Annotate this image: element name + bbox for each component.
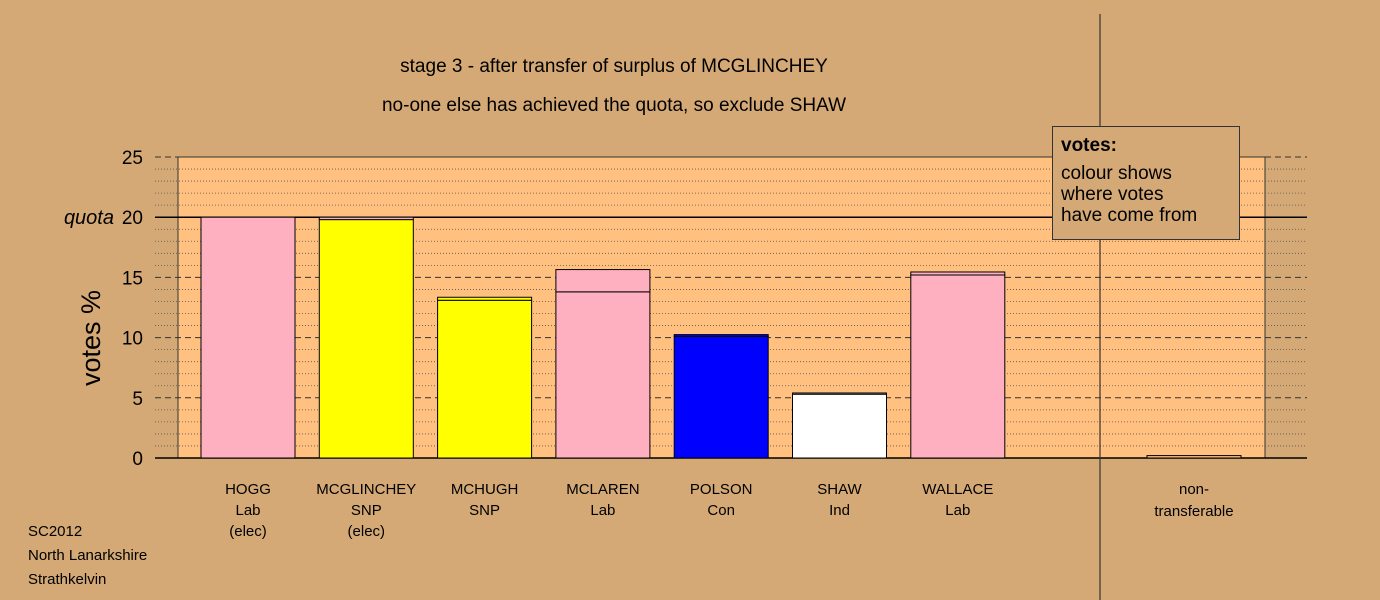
- bar-shaw: [792, 392, 887, 459]
- quota-label: quota: [64, 207, 114, 229]
- bar-segment: [910, 274, 1006, 459]
- x-tick-label: Ind: [829, 502, 850, 519]
- x-tick-label: WALLACE: [922, 481, 993, 498]
- bar-wallace: [910, 271, 1006, 459]
- x-tick-label: Lab: [945, 502, 970, 519]
- bar-segment: [673, 335, 769, 459]
- bar-nontransferable: [1146, 455, 1242, 459]
- bar-segment: [910, 271, 1006, 276]
- x-tick-label: (elec): [348, 523, 386, 540]
- x-tick-label: MCHUGH: [451, 481, 519, 498]
- y-tick-label: 0: [132, 449, 143, 470]
- bar-segment: [792, 392, 887, 395]
- x-tick-label: SNP: [469, 502, 500, 519]
- bar-segment: [318, 219, 414, 459]
- y-axis-label: votes %: [76, 290, 106, 386]
- x-tick-label: non-: [1179, 481, 1209, 498]
- footer-line-1: SC2012: [28, 523, 83, 540]
- legend: votes: colour shows where votes have com…: [1052, 126, 1240, 240]
- bar-mclaren: [555, 269, 651, 459]
- footer: SC2012 North Lanarkshire Strathkelvin: [28, 520, 147, 592]
- bar-hogg: [200, 216, 296, 459]
- legend-title: votes:: [1061, 135, 1117, 156]
- x-tick-label: HOGG: [225, 481, 271, 498]
- x-tick-label: POLSON: [690, 481, 753, 498]
- x-tick-label: Con: [707, 502, 735, 519]
- y-tick-label: 5: [132, 389, 143, 410]
- x-tick-label: SHAW: [817, 481, 862, 498]
- x-tick-label: (elec): [229, 523, 267, 540]
- bar-mchugh: [437, 296, 533, 459]
- footer-line-3: Strathkelvin: [28, 571, 107, 588]
- x-tick-label: Lab: [235, 502, 260, 519]
- bar-mcglinchey: [318, 216, 414, 459]
- bar-segment: [555, 291, 651, 459]
- chart-subtitle: no-one else has achieved the quota, so e…: [382, 95, 846, 116]
- x-tick-label: MCLAREN: [566, 481, 639, 498]
- bar-segment: [437, 299, 533, 459]
- bar-segment: [673, 334, 769, 337]
- y-tick-label: 15: [122, 268, 143, 289]
- legend-text: colour shows where votes have come from: [1061, 163, 1198, 226]
- bar-segment: [318, 216, 414, 221]
- bar-segment: [792, 393, 887, 459]
- bar-segment: [555, 269, 651, 293]
- bar-segment: [200, 216, 296, 459]
- x-tick-label: transferable: [1154, 503, 1233, 520]
- y-tick-label: 10: [122, 329, 143, 350]
- chart-title: stage 3 - after transfer of surplus of M…: [400, 56, 828, 77]
- x-tick-label: SNP: [351, 502, 382, 519]
- x-tick-label: MCGLINCHEY: [316, 481, 416, 498]
- y-tick-label: 20: [122, 208, 143, 229]
- footer-line-2: North Lanarkshire: [28, 547, 148, 564]
- x-tick-label: Lab: [590, 502, 615, 519]
- y-tick-label: 25: [122, 148, 143, 169]
- bar-segment: [437, 296, 533, 301]
- bar-polson: [673, 334, 769, 459]
